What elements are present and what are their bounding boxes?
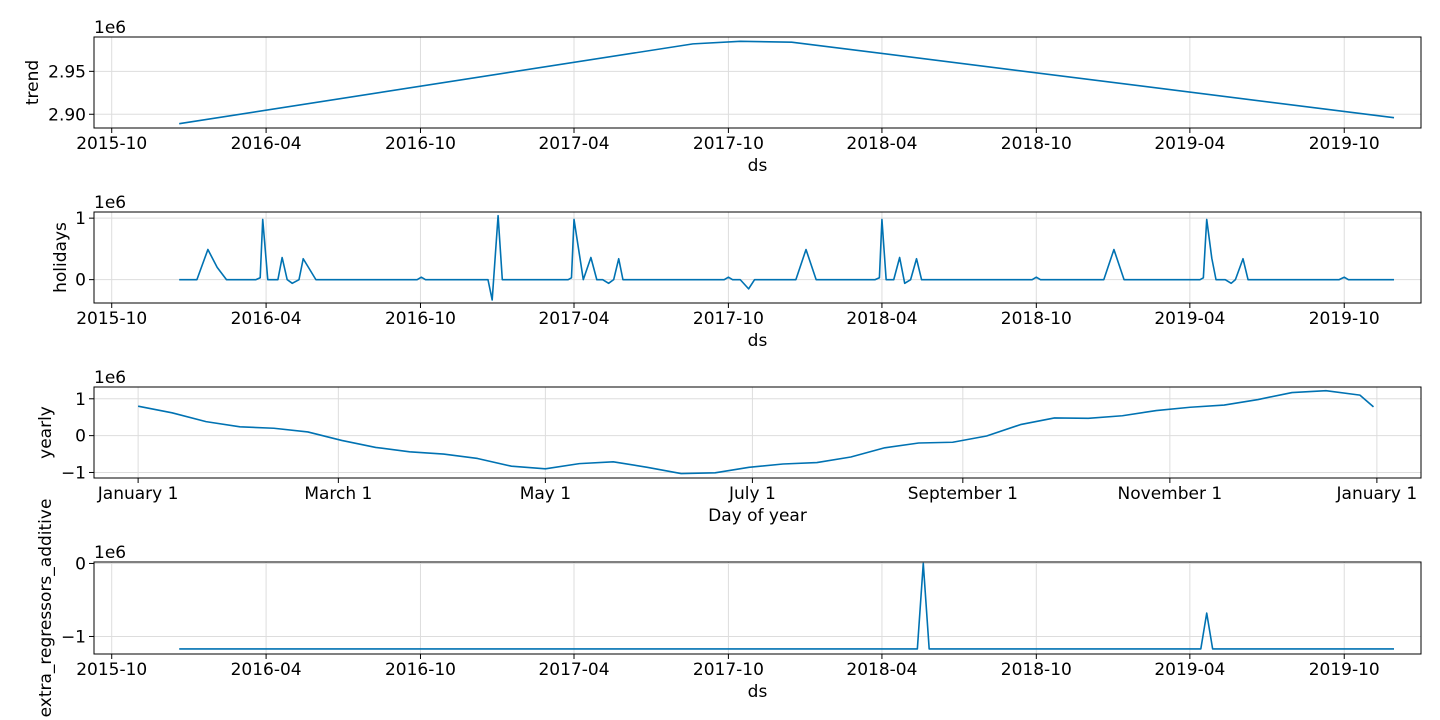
yearly-panel: January 1 March 1 May 1 July 1 September 1 No… — [36, 368, 1422, 526]
x-tick-label: November 1 — [1118, 484, 1223, 504]
x-tick-label: 2016-04 — [231, 660, 302, 680]
holidays-x-axis-label: ds — [748, 331, 768, 351]
x-tick-label: 2017-10 — [693, 134, 764, 154]
x-tick-label: May 1 — [520, 484, 571, 504]
x-tick-label: January 1 — [97, 484, 179, 504]
extra-regressors-additive-series-line — [179, 562, 1394, 650]
trend-series-line — [179, 40, 1395, 125]
yearly-y-axis-label: yearly — [36, 406, 56, 459]
trend-offset-label: 1e6 — [94, 18, 126, 38]
holidays-offset-label: 1e6 — [94, 193, 126, 213]
yearly-series-line — [137, 389, 1375, 475]
x-tick-label: 2017-04 — [538, 134, 609, 154]
y-tick-label: 0 — [75, 271, 86, 291]
x-tick-label: 2018-04 — [846, 660, 917, 680]
trend-y-axis-label: trend — [23, 60, 43, 105]
y-tick-label: 2.95 — [48, 62, 86, 82]
holidays-axes-frame — [93, 211, 1422, 304]
extra-regressors-additive-x-axis-label: ds — [748, 682, 768, 702]
yearly-offset-label: 1e6 — [94, 368, 126, 388]
extra-regressors-additive-offset-label: 1e6 — [94, 543, 126, 563]
trend-panel: 2015-10 2016-04 2016-10 2017-04 2017-10 2018-… — [23, 18, 1422, 176]
x-tick-label: 2018-04 — [846, 134, 917, 154]
x-tick-label: 2015-10 — [76, 309, 147, 329]
yearly-x-axis-label: Day of year — [708, 506, 807, 526]
y-tick-label: 1 — [75, 390, 86, 410]
x-tick-label: January 1 — [1336, 484, 1418, 504]
x-tick-label: March 1 — [304, 484, 372, 504]
x-tick-label: 2019-04 — [1154, 309, 1225, 329]
x-tick-label: September 1 — [908, 484, 1018, 504]
x-tick-label: 2017-04 — [538, 309, 609, 329]
x-tick-label: 2016-04 — [231, 309, 302, 329]
x-tick-label: 2018-10 — [1001, 660, 1072, 680]
holidays-y-axis-label: holidays — [51, 222, 71, 293]
extra-regressors-additive-panel: 2015-10 2016-04 2016-10 2017-04 2017-10 2018-… — [36, 499, 1422, 718]
y-tick-label: −1 — [61, 463, 86, 483]
x-tick-label: 2019-10 — [1309, 309, 1380, 329]
y-tick-label: 1 — [75, 209, 86, 229]
x-tick-label: 2016-10 — [385, 309, 456, 329]
y-tick-label: 2.90 — [48, 105, 86, 125]
x-tick-label: 2015-10 — [76, 660, 147, 680]
y-tick-label: 0 — [75, 427, 86, 447]
holidays-series-line — [179, 214, 1394, 301]
x-tick-label: 2016-10 — [385, 134, 456, 154]
x-tick-label: 2015-10 — [76, 134, 147, 154]
trend-axes-frame — [93, 36, 1422, 129]
x-tick-label: 2019-10 — [1309, 660, 1380, 680]
extra-regressors-additive-y-axis-label: extra_regressors_additive — [36, 499, 56, 718]
x-tick-label: 2017-10 — [693, 660, 764, 680]
x-tick-label: 2018-10 — [1001, 309, 1072, 329]
holidays-panel: 2015-10 2016-04 2016-10 2017-04 2017-10 2018-… — [51, 193, 1422, 351]
x-tick-label: 2018-10 — [1001, 134, 1072, 154]
extra-regressors-additive-axes-frame — [93, 561, 1422, 655]
x-tick-label: 2016-04 — [231, 134, 302, 154]
y-tick-label: −1 — [61, 627, 86, 647]
x-tick-label: 2017-04 — [538, 660, 609, 680]
x-tick-label: July 1 — [728, 484, 776, 504]
x-tick-label: 2019-04 — [1154, 134, 1225, 154]
y-tick-label: 0 — [75, 554, 86, 574]
x-tick-label: 2016-10 — [385, 660, 456, 680]
x-tick-label: 2018-04 — [846, 309, 917, 329]
x-tick-label: 2019-04 — [1154, 660, 1225, 680]
x-tick-label: 2017-10 — [693, 309, 764, 329]
x-tick-label: 2019-10 — [1309, 134, 1380, 154]
yearly-axes-frame — [93, 386, 1422, 479]
trend-x-axis-label: ds — [748, 156, 768, 176]
